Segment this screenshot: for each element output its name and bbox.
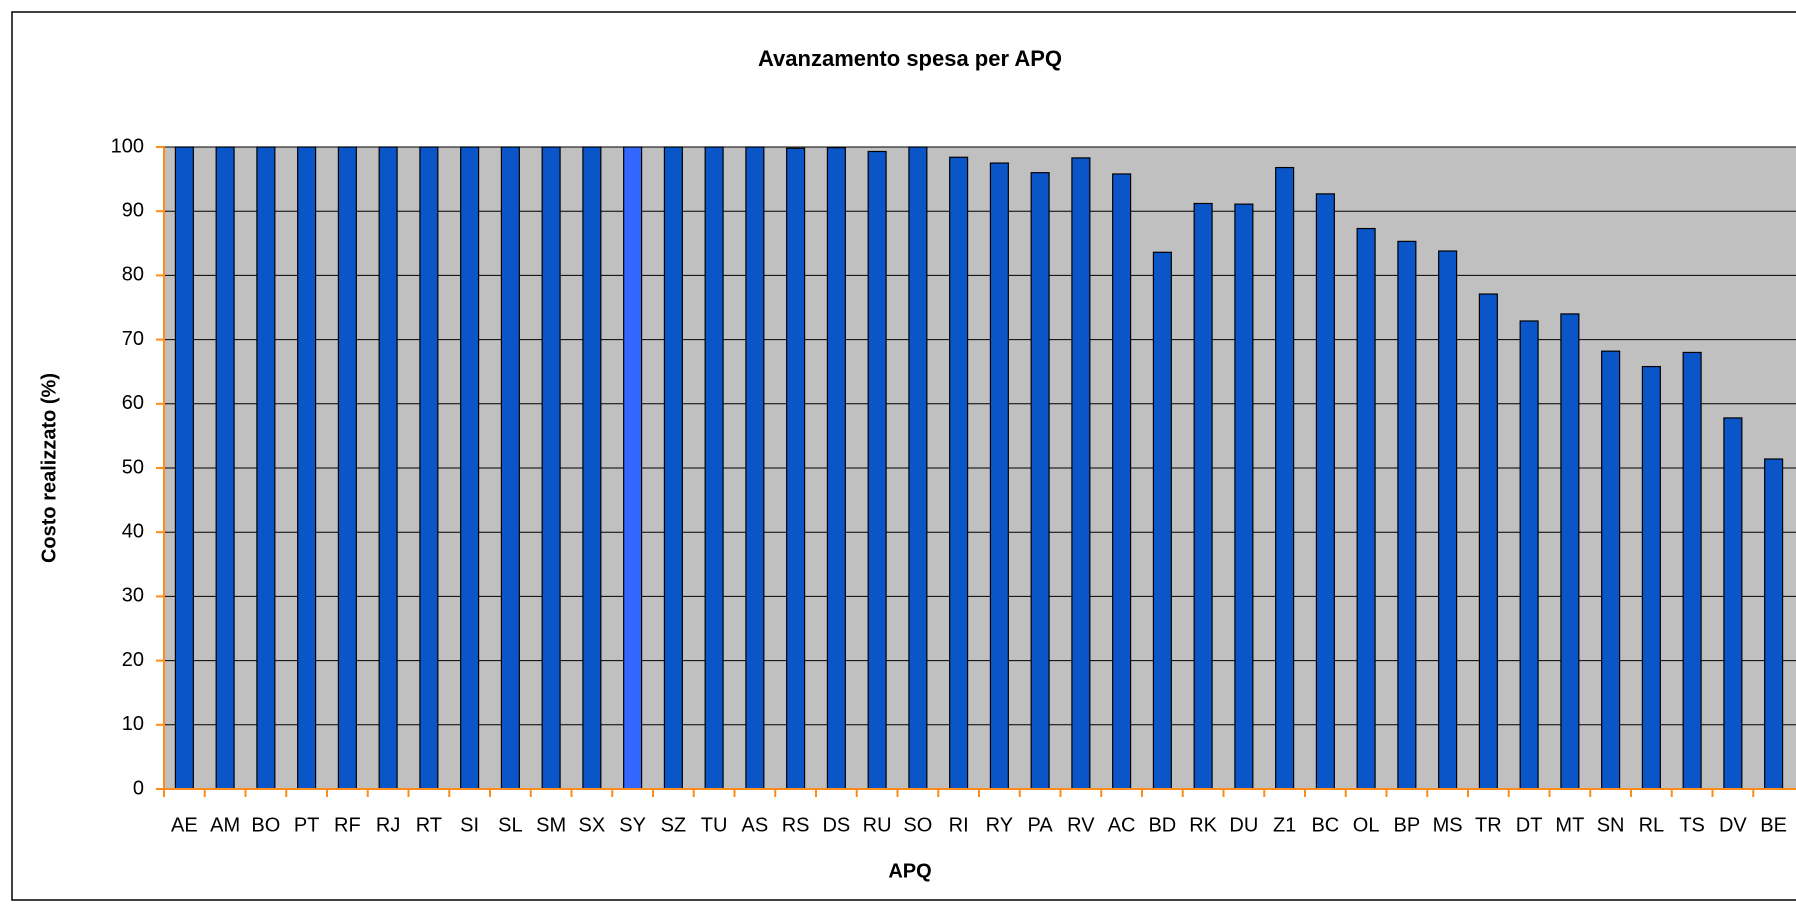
x-tick-label: RY: [986, 814, 1013, 836]
bar: [704, 146, 724, 790]
bar: [1682, 351, 1702, 790]
bar: [541, 146, 561, 790]
bar: [1234, 203, 1254, 790]
bar: [256, 146, 276, 790]
x-tick-label: MS: [1433, 814, 1463, 836]
x-tick-label: RS: [782, 814, 810, 836]
x-tick-label: BD: [1148, 814, 1176, 836]
bar: [663, 146, 683, 790]
x-tick-label: TS: [1679, 814, 1705, 836]
bar: [989, 162, 1009, 790]
bar: [1560, 313, 1580, 790]
y-tick-label: 90: [122, 199, 144, 221]
y-tick-label: 80: [122, 264, 144, 286]
x-tick-label: SO: [903, 814, 932, 836]
bar: [1071, 157, 1091, 790]
bar: [1519, 320, 1539, 790]
bar: [215, 146, 235, 790]
x-tick-label: BC: [1311, 814, 1339, 836]
chart-title: Avanzamento spesa per APQ: [758, 46, 1062, 71]
bar: [419, 146, 439, 790]
x-tick-label: RJ: [376, 814, 400, 836]
x-tick-label: SL: [498, 814, 522, 836]
x-tick-label: RF: [334, 814, 361, 836]
x-tick-label: DS: [822, 814, 850, 836]
y-tick-label: 0: [133, 777, 144, 799]
y-tick-label: 100: [111, 135, 144, 157]
x-tick-label: AE: [171, 814, 198, 836]
x-tick-label: TU: [701, 814, 728, 836]
x-tick-label: MT: [1555, 814, 1584, 836]
x-tick-label: Z1: [1273, 814, 1296, 836]
y-axis-label: Costo realizzato (%): [38, 373, 60, 563]
x-tick-label: AM: [210, 814, 240, 836]
x-tick-label: AC: [1108, 814, 1136, 836]
bar: [745, 146, 765, 790]
bar: [1641, 365, 1661, 790]
x-tick-label: RV: [1067, 814, 1095, 836]
x-tick-label: PT: [294, 814, 320, 836]
x-tick-label: RL: [1639, 814, 1665, 836]
x-tick-label: DU: [1229, 814, 1258, 836]
x-tick-label: RT: [416, 814, 442, 836]
x-tick-label: SI: [460, 814, 479, 836]
bar: [1112, 173, 1132, 790]
x-tick-label: DV: [1719, 814, 1747, 836]
x-tick-label: SY: [619, 814, 646, 836]
x-tick-label: SX: [579, 814, 606, 836]
bar: [1356, 227, 1376, 790]
y-tick-label: 10: [122, 713, 144, 735]
x-tick-label: SM: [536, 814, 566, 836]
x-tick-label: SN: [1597, 814, 1625, 836]
bar: [623, 146, 643, 790]
x-tick-label: AS: [742, 814, 769, 836]
x-tick-label: RK: [1189, 814, 1217, 836]
x-tick-label: SZ: [661, 814, 687, 836]
bar: [500, 146, 520, 790]
x-tick-label: BP: [1394, 814, 1421, 836]
bar: [460, 146, 480, 790]
bar: [908, 146, 928, 790]
bar: [337, 146, 357, 790]
bar: [1723, 417, 1743, 790]
bar: [1764, 458, 1784, 790]
bar: [1030, 172, 1050, 790]
x-tick-label: TR: [1475, 814, 1502, 836]
bar: [378, 146, 398, 790]
bar: [1397, 240, 1417, 790]
y-tick-label: 20: [122, 649, 144, 671]
bar: [1152, 251, 1172, 790]
x-axis-label: APQ: [888, 860, 931, 882]
bar: [1315, 193, 1335, 790]
bar: [582, 146, 602, 790]
x-tick-label: OL: [1353, 814, 1380, 836]
x-tick-label: PA: [1028, 814, 1054, 836]
bar: [949, 156, 969, 790]
bar: [1275, 166, 1295, 790]
bar: [826, 147, 846, 790]
bar: [1438, 250, 1458, 790]
x-tick-label: BE: [1760, 814, 1787, 836]
y-tick-label: 60: [122, 392, 144, 414]
bar: [1193, 202, 1213, 790]
x-tick-label: DT: [1516, 814, 1543, 836]
bar: [174, 146, 194, 790]
y-tick-label: 50: [122, 456, 144, 478]
bar: [867, 150, 887, 790]
y-tick-label: 40: [122, 520, 144, 542]
bar: [1478, 293, 1498, 790]
bar: [786, 147, 806, 790]
bar: [1601, 350, 1621, 790]
y-tick-label: 30: [122, 585, 144, 607]
x-tick-label: RI: [949, 814, 969, 836]
bar: [297, 146, 317, 790]
x-tick-label: RU: [863, 814, 892, 836]
x-tick-label: BO: [251, 814, 280, 836]
y-tick-label: 70: [122, 328, 144, 350]
